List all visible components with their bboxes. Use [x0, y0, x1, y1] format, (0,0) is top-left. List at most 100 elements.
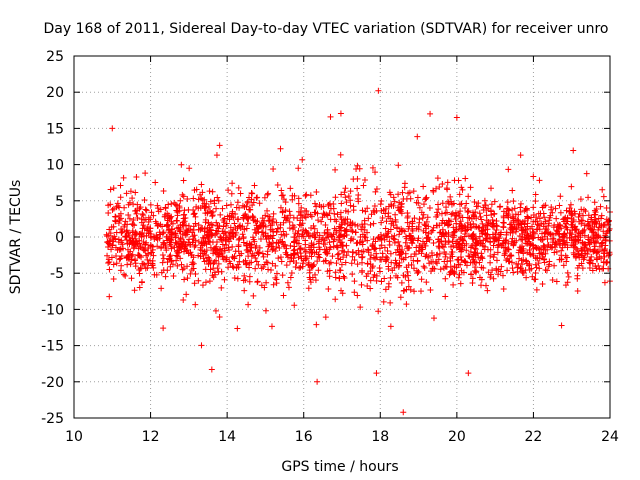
scatter-point: [490, 254, 497, 261]
scatter-point: [593, 265, 600, 272]
scatter-point: [265, 243, 272, 250]
scatter-point: [105, 259, 112, 266]
scatter-point: [549, 276, 556, 283]
scatter-point: [576, 218, 583, 225]
scatter-point: [252, 229, 259, 236]
scatter-point: [257, 235, 264, 242]
scatter-point: [549, 209, 556, 216]
scatter-point: [598, 215, 605, 222]
scatter-point: [532, 198, 539, 205]
scatter-point: [165, 201, 172, 208]
scatter-point: [345, 193, 352, 200]
scatter-point: [444, 258, 451, 265]
scatter-point: [248, 189, 255, 196]
scatter-point: [290, 247, 297, 254]
scatter-point: [533, 264, 540, 271]
scatter-point: [162, 244, 169, 251]
scatter-point: [526, 250, 533, 257]
scatter-point: [273, 270, 280, 277]
scatter-point: [570, 242, 577, 249]
scatter-point: [379, 215, 386, 222]
scatter-point: [574, 248, 581, 255]
scatter-point: [512, 228, 519, 235]
scatter-point: [342, 185, 349, 192]
scatter-point: [312, 271, 319, 278]
scatter-point: [513, 237, 520, 244]
scatter-point: [334, 242, 341, 249]
scatter-point: [557, 193, 564, 200]
scatter-point: [570, 147, 577, 154]
scatter-point: [154, 236, 161, 243]
scatter-point: [553, 215, 560, 222]
scatter-point: [504, 199, 511, 206]
scatter-point: [504, 267, 511, 274]
x-tick-label: 14: [218, 429, 236, 445]
scatter-point: [453, 114, 460, 121]
scatter-point: [197, 226, 204, 233]
scatter-point: [526, 240, 533, 247]
scatter-point: [497, 268, 504, 275]
scatter-point: [558, 225, 565, 232]
scatter-point: [354, 292, 361, 299]
scatter-point: [459, 214, 466, 221]
scatter-point: [141, 216, 148, 223]
scatter-point: [378, 242, 385, 249]
scatter-point: [419, 246, 426, 253]
scatter-point: [132, 229, 139, 236]
scatter-point: [215, 197, 222, 204]
scatter-point: [415, 268, 422, 275]
scatter-point: [584, 218, 591, 225]
scatter-point: [121, 204, 128, 211]
scatter-point: [145, 218, 152, 225]
scatter-point: [182, 242, 189, 249]
scatter-point: [108, 254, 115, 261]
scatter-point: [572, 210, 579, 217]
scatter-point: [234, 325, 241, 332]
scatter-point: [106, 293, 113, 300]
scatter-point: [603, 259, 610, 266]
scatter-point: [111, 233, 118, 240]
scatter-point: [234, 216, 241, 223]
scatter-point: [283, 262, 290, 269]
scatter-point: [581, 226, 588, 233]
scatter-point: [412, 251, 419, 258]
scatter-point: [428, 229, 435, 236]
scatter-point: [162, 273, 169, 280]
scatter-point: [263, 279, 270, 286]
scatter-point: [316, 254, 323, 261]
scatter-point: [508, 259, 515, 266]
scatter-point: [202, 216, 209, 223]
scatter-point: [316, 246, 323, 253]
scatter-point: [166, 215, 173, 222]
scatter-point: [518, 236, 525, 243]
scatter-point: [598, 242, 605, 249]
scatter-point: [590, 235, 597, 242]
scatter-point: [363, 273, 370, 280]
scatter-point: [509, 206, 516, 213]
scatter-point: [251, 252, 258, 259]
scatter-point: [338, 200, 345, 207]
scatter-point: [421, 221, 428, 228]
scatter-point: [295, 195, 302, 202]
scatter-point: [478, 216, 485, 223]
scatter-point: [337, 267, 344, 274]
scatter-point: [419, 215, 426, 222]
scatter-point: [287, 274, 294, 281]
scatter-point: [109, 125, 116, 132]
scatter-point: [295, 165, 302, 172]
scatter-point: [415, 247, 422, 254]
scatter-point: [408, 239, 415, 246]
scatter-point: [229, 243, 236, 250]
scatter-point: [388, 220, 395, 227]
scatter-point: [186, 165, 193, 172]
scatter-point: [334, 211, 341, 218]
scatter-point: [464, 209, 471, 216]
scatter-point: [590, 229, 597, 236]
scatter-point: [561, 237, 568, 244]
scatter-point: [593, 206, 600, 213]
scatter-point: [579, 217, 586, 224]
scatter-point: [349, 228, 356, 235]
scatter-point: [341, 274, 348, 281]
y-tick-label: 10: [46, 158, 64, 174]
scatter-point: [141, 261, 148, 268]
